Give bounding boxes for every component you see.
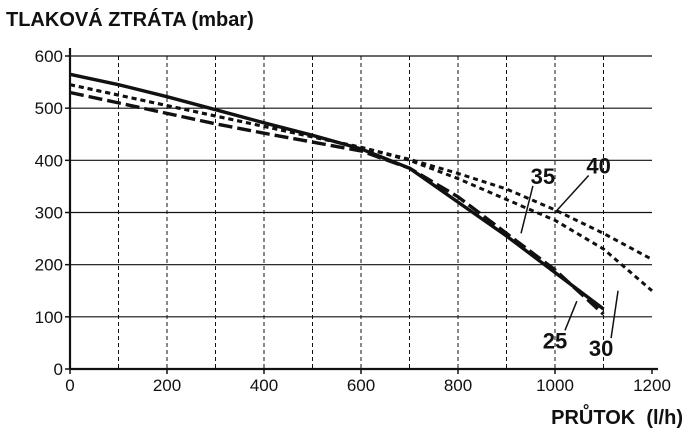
- y-tick-label: 600: [35, 47, 63, 66]
- grid: [70, 55, 652, 369]
- series-line-40: [69, 83, 653, 261]
- x-tick-label: 0: [65, 376, 74, 395]
- axes: [65, 48, 658, 374]
- y-tick-label: 100: [35, 308, 63, 327]
- tick-labels: 0 200 400 600 800 1000 1200 0 100 200 300 400 500 600: [35, 47, 671, 395]
- y-axis-title: TLAKOVÁ ZTRÁTA (mbar): [6, 8, 254, 31]
- x-tick-label: 1200: [633, 376, 671, 395]
- y-tick-label: 0: [54, 360, 63, 379]
- x-axis-title: PRŮTOK (l/h): [551, 403, 683, 429]
- series-label-35: 35: [531, 164, 555, 189]
- x-tick-label: 800: [444, 376, 472, 395]
- x-tick-label: 1000: [536, 376, 574, 395]
- series-label-30: 30: [589, 336, 613, 361]
- x-tick-label: 200: [153, 376, 181, 395]
- series-line-30: [69, 90, 605, 316]
- series-label-40: 40: [586, 154, 610, 179]
- y-tick-label: 400: [35, 151, 63, 170]
- series-lines: [69, 72, 653, 316]
- y-tick-label: 200: [35, 256, 63, 275]
- series-labels: 25 30 35 40: [520, 154, 619, 361]
- leader-line-25: [564, 300, 578, 331]
- x-tick-label: 600: [347, 376, 375, 395]
- series-label-25: 25: [543, 328, 567, 353]
- leader-line-40: [554, 175, 590, 214]
- x-tick-label: 400: [250, 376, 278, 395]
- leader-line-35: [520, 185, 534, 234]
- y-tick-label: 500: [35, 99, 63, 118]
- leader-line-30: [610, 290, 619, 339]
- y-tick-label: 300: [35, 204, 63, 223]
